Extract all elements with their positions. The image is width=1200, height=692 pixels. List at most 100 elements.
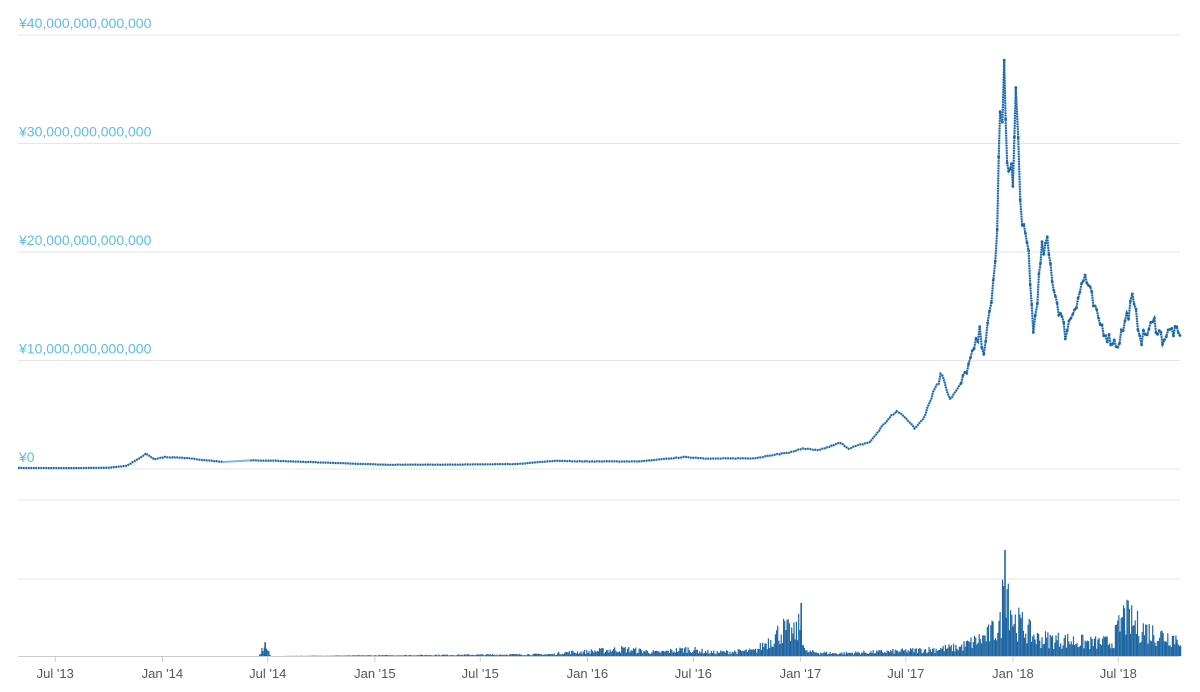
volume-bar bbox=[640, 650, 643, 656]
volume-bar bbox=[461, 654, 463, 656]
volume-bar bbox=[918, 649, 920, 656]
volume-bar bbox=[962, 650, 964, 656]
volume-bar bbox=[792, 633, 794, 656]
volume-bar bbox=[530, 655, 532, 656]
volume-bar bbox=[937, 650, 939, 656]
volume-bar bbox=[1070, 641, 1072, 656]
volume-bar bbox=[1012, 626, 1014, 656]
volume-bar bbox=[965, 641, 967, 656]
volume-bar bbox=[822, 653, 824, 656]
volume-bar bbox=[268, 650, 270, 656]
volume-bar bbox=[976, 644, 978, 656]
price-point bbox=[1002, 58, 1006, 62]
volume-bar bbox=[644, 651, 646, 656]
grid-lines bbox=[18, 34, 1180, 657]
volume-bar bbox=[983, 635, 985, 656]
price-point bbox=[1097, 316, 1100, 320]
volume-bar bbox=[348, 655, 350, 656]
volume-bar bbox=[674, 652, 676, 656]
volume-bar bbox=[1028, 618, 1030, 656]
volume-bar bbox=[1055, 635, 1057, 656]
volume-bar bbox=[914, 648, 916, 656]
volume-bar bbox=[961, 644, 963, 656]
volume-bar bbox=[843, 652, 845, 656]
volume-bar bbox=[799, 630, 801, 656]
volume-bar bbox=[905, 649, 907, 656]
volume-bar bbox=[729, 651, 731, 656]
volume-bar bbox=[1102, 638, 1104, 656]
volume-bar bbox=[1027, 624, 1029, 656]
volume-bar bbox=[703, 652, 705, 656]
price-point bbox=[1022, 223, 1026, 226]
volume-bar bbox=[759, 643, 761, 656]
volume-bar bbox=[630, 650, 632, 656]
volume-bar bbox=[1024, 637, 1026, 656]
volume-bar bbox=[925, 649, 927, 656]
volume-bar bbox=[614, 647, 616, 656]
volume-bar bbox=[646, 650, 648, 656]
volume-bar bbox=[815, 652, 817, 656]
volume-bar bbox=[354, 655, 356, 656]
volume-bar bbox=[594, 650, 596, 656]
volume-bar bbox=[467, 654, 469, 656]
volume-bar bbox=[521, 654, 523, 656]
volume-bar bbox=[779, 644, 781, 656]
volume-bar bbox=[838, 653, 841, 656]
volume-bar bbox=[389, 655, 391, 656]
volume-bar bbox=[1089, 649, 1091, 656]
volume-bar bbox=[991, 620, 993, 656]
volume-bar bbox=[957, 650, 959, 656]
volume-bar bbox=[886, 650, 888, 656]
volume-bar bbox=[616, 652, 618, 656]
volume-bar bbox=[629, 652, 631, 656]
volume-bar bbox=[525, 655, 527, 656]
volume-bar bbox=[891, 651, 893, 656]
volume-bar bbox=[993, 639, 995, 656]
volume-bar bbox=[718, 652, 721, 656]
volume-bar bbox=[352, 655, 354, 656]
price-point bbox=[1164, 335, 1168, 338]
volume-bar bbox=[1081, 634, 1083, 656]
y-tick-label: ¥10,000,000,000,000 bbox=[18, 341, 152, 357]
volume-bar bbox=[359, 655, 361, 656]
volume-bar bbox=[585, 654, 587, 656]
volume-bar bbox=[450, 655, 452, 656]
volume-bar bbox=[809, 650, 811, 656]
volume-bar bbox=[514, 654, 516, 656]
volume-bar bbox=[876, 650, 878, 656]
volume-bar bbox=[796, 640, 799, 656]
volume-bar bbox=[827, 654, 829, 656]
x-tick-label: Jul '14 bbox=[249, 666, 286, 681]
volume-bar bbox=[746, 652, 749, 656]
volume-bar bbox=[1163, 641, 1165, 656]
volume-bar bbox=[973, 635, 976, 656]
volume-bar bbox=[384, 655, 386, 656]
volume-bar bbox=[438, 654, 440, 656]
volume-bar bbox=[699, 651, 701, 656]
volume-bar bbox=[789, 641, 792, 656]
volume-bar bbox=[847, 653, 849, 656]
volume-bar bbox=[469, 655, 471, 656]
price-point bbox=[1013, 135, 1016, 139]
price-point bbox=[1082, 279, 1085, 283]
volume-bar bbox=[774, 634, 776, 656]
volume-bar bbox=[1173, 635, 1175, 656]
volume-bar bbox=[537, 653, 539, 656]
volume-bar bbox=[673, 651, 675, 656]
volume-bar bbox=[751, 649, 753, 656]
volume-bar bbox=[643, 651, 645, 656]
volume-bar bbox=[1112, 648, 1114, 656]
volume-bar bbox=[696, 649, 698, 656]
price-point bbox=[1027, 249, 1030, 252]
volume-bar bbox=[517, 654, 519, 656]
price-point bbox=[991, 278, 995, 282]
price-point bbox=[1121, 329, 1125, 333]
volume-bar bbox=[1142, 623, 1144, 656]
volume-bar bbox=[426, 655, 428, 656]
price-point bbox=[997, 155, 1001, 159]
volume-bar bbox=[656, 650, 658, 656]
volume-bar bbox=[651, 652, 653, 656]
price-point bbox=[1040, 240, 1044, 244]
volume-bar bbox=[1106, 636, 1108, 656]
volume-bar bbox=[1020, 618, 1022, 656]
